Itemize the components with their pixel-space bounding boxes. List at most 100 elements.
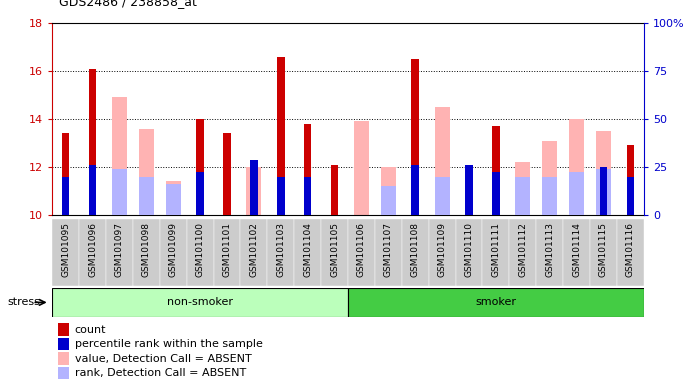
Text: rank, Detection Call = ABSENT: rank, Detection Call = ABSENT [74, 368, 246, 378]
Bar [58, 323, 69, 336]
Bar [402, 219, 429, 286]
Bar [492, 126, 500, 215]
Text: GSM101107: GSM101107 [383, 222, 393, 277]
Bar [89, 69, 96, 215]
Bar [411, 59, 419, 215]
Text: GSM101100: GSM101100 [196, 222, 205, 277]
Bar [354, 121, 369, 215]
Text: non-smoker: non-smoker [167, 297, 233, 308]
Bar [590, 219, 617, 286]
Text: GSM101115: GSM101115 [599, 222, 608, 277]
Text: GSM101112: GSM101112 [519, 222, 528, 277]
Bar [375, 219, 402, 286]
Text: GSM101104: GSM101104 [303, 222, 313, 277]
Bar [456, 219, 482, 286]
Text: count: count [74, 325, 106, 335]
Bar [79, 219, 106, 286]
Text: GDS2486 / 238858_at: GDS2486 / 238858_at [59, 0, 197, 8]
Bar [429, 219, 456, 286]
Bar [331, 165, 338, 215]
Text: GSM101102: GSM101102 [249, 222, 258, 277]
Bar [277, 56, 285, 215]
Bar [196, 119, 204, 215]
Bar [600, 167, 607, 215]
Bar [160, 219, 187, 286]
Bar [58, 338, 69, 351]
Bar [381, 167, 396, 215]
Bar [166, 182, 180, 215]
Bar [240, 219, 267, 286]
Bar [62, 177, 70, 215]
Bar [596, 169, 611, 215]
Text: value, Detection Call = ABSENT: value, Detection Call = ABSENT [74, 354, 251, 364]
Bar [58, 352, 69, 365]
Text: GSM101105: GSM101105 [330, 222, 339, 277]
Text: GSM101110: GSM101110 [464, 222, 473, 277]
Bar [112, 98, 127, 215]
Text: GSM101109: GSM101109 [438, 222, 447, 277]
Text: stress: stress [7, 297, 40, 308]
Text: GSM101111: GSM101111 [491, 222, 500, 277]
Bar [542, 141, 557, 215]
Bar [465, 165, 473, 215]
Bar [435, 177, 450, 215]
Bar [52, 219, 79, 286]
Bar [516, 177, 530, 215]
Bar [196, 172, 204, 215]
Bar [139, 177, 154, 215]
Text: GSM101114: GSM101114 [572, 222, 581, 277]
Bar [187, 219, 214, 286]
Text: GSM101099: GSM101099 [168, 222, 177, 277]
Bar [542, 177, 557, 215]
Text: GSM101113: GSM101113 [545, 222, 554, 277]
Bar [381, 186, 396, 215]
Bar [411, 165, 419, 215]
Bar [509, 219, 536, 286]
Text: GSM101108: GSM101108 [411, 222, 420, 277]
Bar [596, 131, 611, 215]
Text: GSM101097: GSM101097 [115, 222, 124, 277]
Bar [435, 107, 450, 215]
Bar [482, 219, 509, 286]
Text: GSM101096: GSM101096 [88, 222, 97, 277]
Text: smoker: smoker [475, 297, 516, 308]
Bar [626, 146, 634, 215]
Bar [214, 219, 240, 286]
Bar [267, 219, 294, 286]
Text: GSM101101: GSM101101 [223, 222, 232, 277]
Text: GSM101116: GSM101116 [626, 222, 635, 277]
Bar [492, 172, 500, 215]
Bar [106, 219, 133, 286]
Bar [52, 288, 348, 317]
Bar [89, 165, 96, 215]
Bar [617, 219, 644, 286]
Bar [536, 219, 563, 286]
Text: percentile rank within the sample: percentile rank within the sample [74, 339, 262, 349]
Bar [304, 177, 311, 215]
Bar [304, 124, 311, 215]
Bar [112, 169, 127, 215]
Bar [277, 177, 285, 215]
Bar [626, 177, 634, 215]
Bar [133, 219, 160, 286]
Bar [246, 167, 261, 215]
Bar [348, 219, 375, 286]
Bar [139, 129, 154, 215]
Bar [321, 219, 348, 286]
Bar [569, 119, 584, 215]
Bar [58, 367, 69, 379]
Bar [294, 219, 321, 286]
Bar [348, 288, 644, 317]
Bar [569, 172, 584, 215]
Text: GSM101098: GSM101098 [142, 222, 151, 277]
Text: GSM101103: GSM101103 [276, 222, 285, 277]
Bar [166, 184, 180, 215]
Bar [465, 165, 473, 215]
Bar [563, 219, 590, 286]
Bar [250, 160, 258, 215]
Bar [223, 134, 231, 215]
Bar [516, 162, 530, 215]
Text: GSM101095: GSM101095 [61, 222, 70, 277]
Text: GSM101106: GSM101106 [357, 222, 366, 277]
Bar [62, 134, 70, 215]
